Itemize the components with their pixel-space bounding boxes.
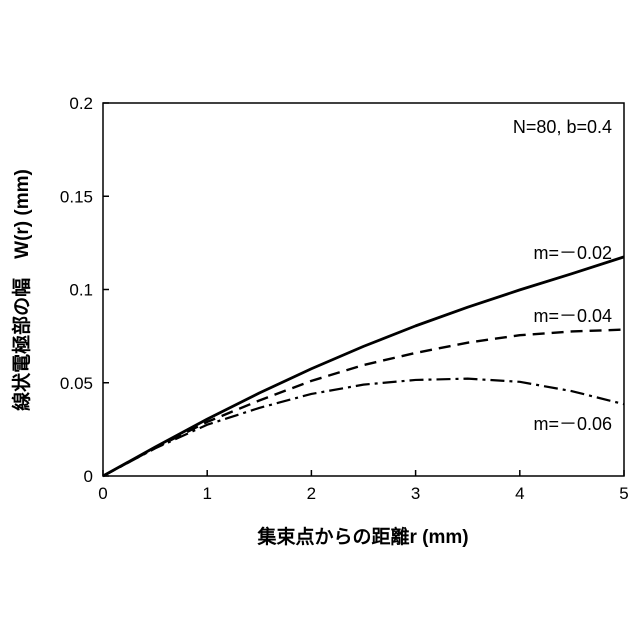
x-tick-label: 2 bbox=[307, 484, 316, 503]
y-tick-label: 0.15 bbox=[60, 187, 93, 206]
y-tick-label: 0.1 bbox=[69, 281, 93, 300]
series-line-1 bbox=[103, 257, 624, 476]
y-axis-title: 線状電極部の幅 W(r) (mm) bbox=[10, 169, 33, 411]
series-lines bbox=[103, 257, 624, 476]
y-tick-label: 0.05 bbox=[60, 374, 93, 393]
annotation-text: N=80, b=0.4 bbox=[513, 117, 612, 137]
x-tick-label: 5 bbox=[619, 484, 628, 503]
series-label-2: m=－0.04 bbox=[533, 306, 612, 326]
x-tick-label: 1 bbox=[202, 484, 211, 503]
x-tick-label: 0 bbox=[98, 484, 107, 503]
y-axis-ticks: 0 0.05 0.1 0.15 0.2 bbox=[60, 94, 109, 486]
x-tick-label: 3 bbox=[411, 484, 420, 503]
series-line-2 bbox=[103, 330, 624, 476]
y-tick-label: 0.2 bbox=[69, 94, 93, 113]
series-label-1: m=－0.02 bbox=[533, 243, 612, 263]
series-labels: m=－0.02 m=－0.04 m=－0.06 bbox=[533, 243, 612, 434]
y-tick-label: 0 bbox=[84, 467, 93, 486]
x-axis-title: 集束点からの距離r (mm) bbox=[256, 525, 468, 548]
series-label-3: m=－0.06 bbox=[533, 414, 612, 434]
x-axis-ticks: 0 1 2 3 4 5 bbox=[98, 470, 628, 503]
x-tick-label: 4 bbox=[515, 484, 524, 503]
